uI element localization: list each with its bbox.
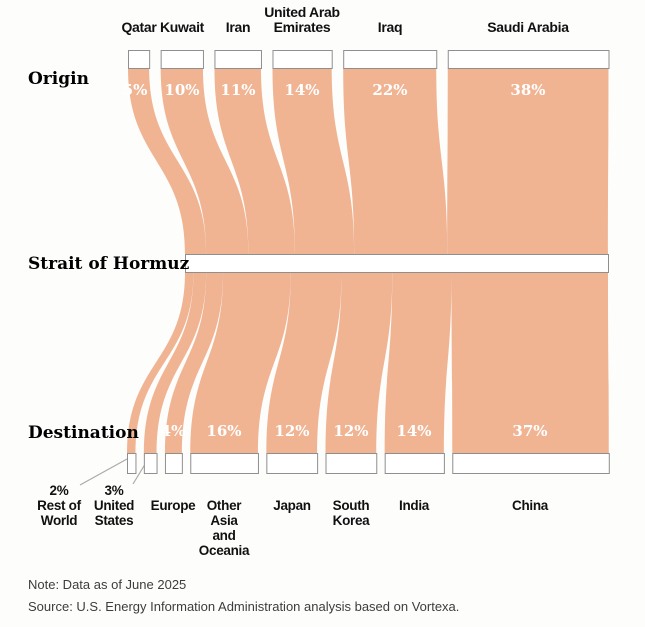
dest-label-japan: Japan xyxy=(273,498,311,513)
origin-header-iraq: Iraq xyxy=(377,19,403,35)
flow-pct-qatar: 5% xyxy=(122,81,148,99)
note-text: Note: Data as of June 2025 xyxy=(28,577,187,592)
origin-node-uae xyxy=(272,50,333,69)
origin-node-kuwait xyxy=(160,50,204,69)
dest-label-europe: Europe xyxy=(150,498,196,513)
flow-pct-iran: 11% xyxy=(220,81,256,99)
flow-dest-other-asia-oceania xyxy=(190,272,291,453)
flow-origin-qatar xyxy=(128,68,207,254)
origin-row-label: Origin xyxy=(28,69,89,89)
dest-label-china: China xyxy=(511,498,549,513)
flow-dest-india xyxy=(384,272,452,453)
flow-pct-iraq: 22% xyxy=(372,81,408,99)
flow-dest-south-korea xyxy=(325,272,393,453)
origin-header-uae: United Arab Emirates xyxy=(264,4,340,35)
origin-node-iraq xyxy=(343,50,438,69)
flow-pct-europe: 4% xyxy=(160,422,186,440)
origin-header-iran: Iran xyxy=(225,19,251,35)
dest-label-south-korea: South Korea xyxy=(332,498,370,528)
flow-dest-china xyxy=(451,272,609,453)
source-text: Source: U.S. Energy Information Administ… xyxy=(28,599,460,614)
flow-pct-south-korea: 12% xyxy=(333,422,369,440)
dest-node-south-korea xyxy=(325,453,378,474)
flow-pct-kuwait: 10% xyxy=(164,81,200,99)
origin-header-qatar: Qatar xyxy=(121,19,157,35)
flow-origin-iran xyxy=(214,68,295,254)
strait-of-hormuz-node xyxy=(185,254,609,273)
flow-dest-united-states xyxy=(143,272,207,453)
dest-label-united-states: 3% United States xyxy=(93,483,135,528)
flow-pct-china: 37% xyxy=(512,422,548,440)
origin-node-qatar xyxy=(128,50,151,69)
leader-line-rest-of-world xyxy=(79,458,128,486)
strait-row-label: Strait of Hormuz xyxy=(28,254,190,274)
dest-label-rest-of-world: 2% Rest of World xyxy=(37,483,81,528)
flow-dest-japan xyxy=(266,272,342,453)
flow-pct-other-asia-oceania: 16% xyxy=(206,422,242,440)
dest-node-other-asia-oceania xyxy=(190,453,259,474)
flow-pct-india: 14% xyxy=(396,422,432,440)
flow-pct-japan: 12% xyxy=(274,422,310,440)
destination-row-label: Destination xyxy=(28,423,139,443)
origin-node-iran xyxy=(214,50,262,69)
dest-label-india: India xyxy=(398,498,430,513)
dest-node-india xyxy=(384,453,445,474)
flow-origin-saudi-arabia xyxy=(447,68,609,254)
dest-node-japan xyxy=(266,453,319,474)
flow-dest-europe xyxy=(164,272,224,453)
origin-header-saudi-arabia: Saudi Arabia xyxy=(487,19,569,35)
flow-origin-uae xyxy=(272,68,355,254)
origin-node-saudi-arabia xyxy=(447,50,610,69)
flow-dest-rest-of-world xyxy=(127,272,194,453)
flow-pct-uae: 14% xyxy=(284,81,320,99)
dest-node-rest-of-world xyxy=(127,453,137,474)
dest-node-united-states xyxy=(143,453,158,474)
flow-origin-kuwait xyxy=(160,68,249,254)
dest-node-china xyxy=(452,453,610,474)
dest-node-europe xyxy=(164,453,183,474)
flow-pct-saudi-arabia: 38% xyxy=(510,81,546,99)
origin-header-kuwait: Kuwait xyxy=(159,19,205,35)
flow-origin-iraq xyxy=(343,68,448,254)
dest-label-other-asia-oceania: Other Asia and Oceania xyxy=(198,498,250,558)
